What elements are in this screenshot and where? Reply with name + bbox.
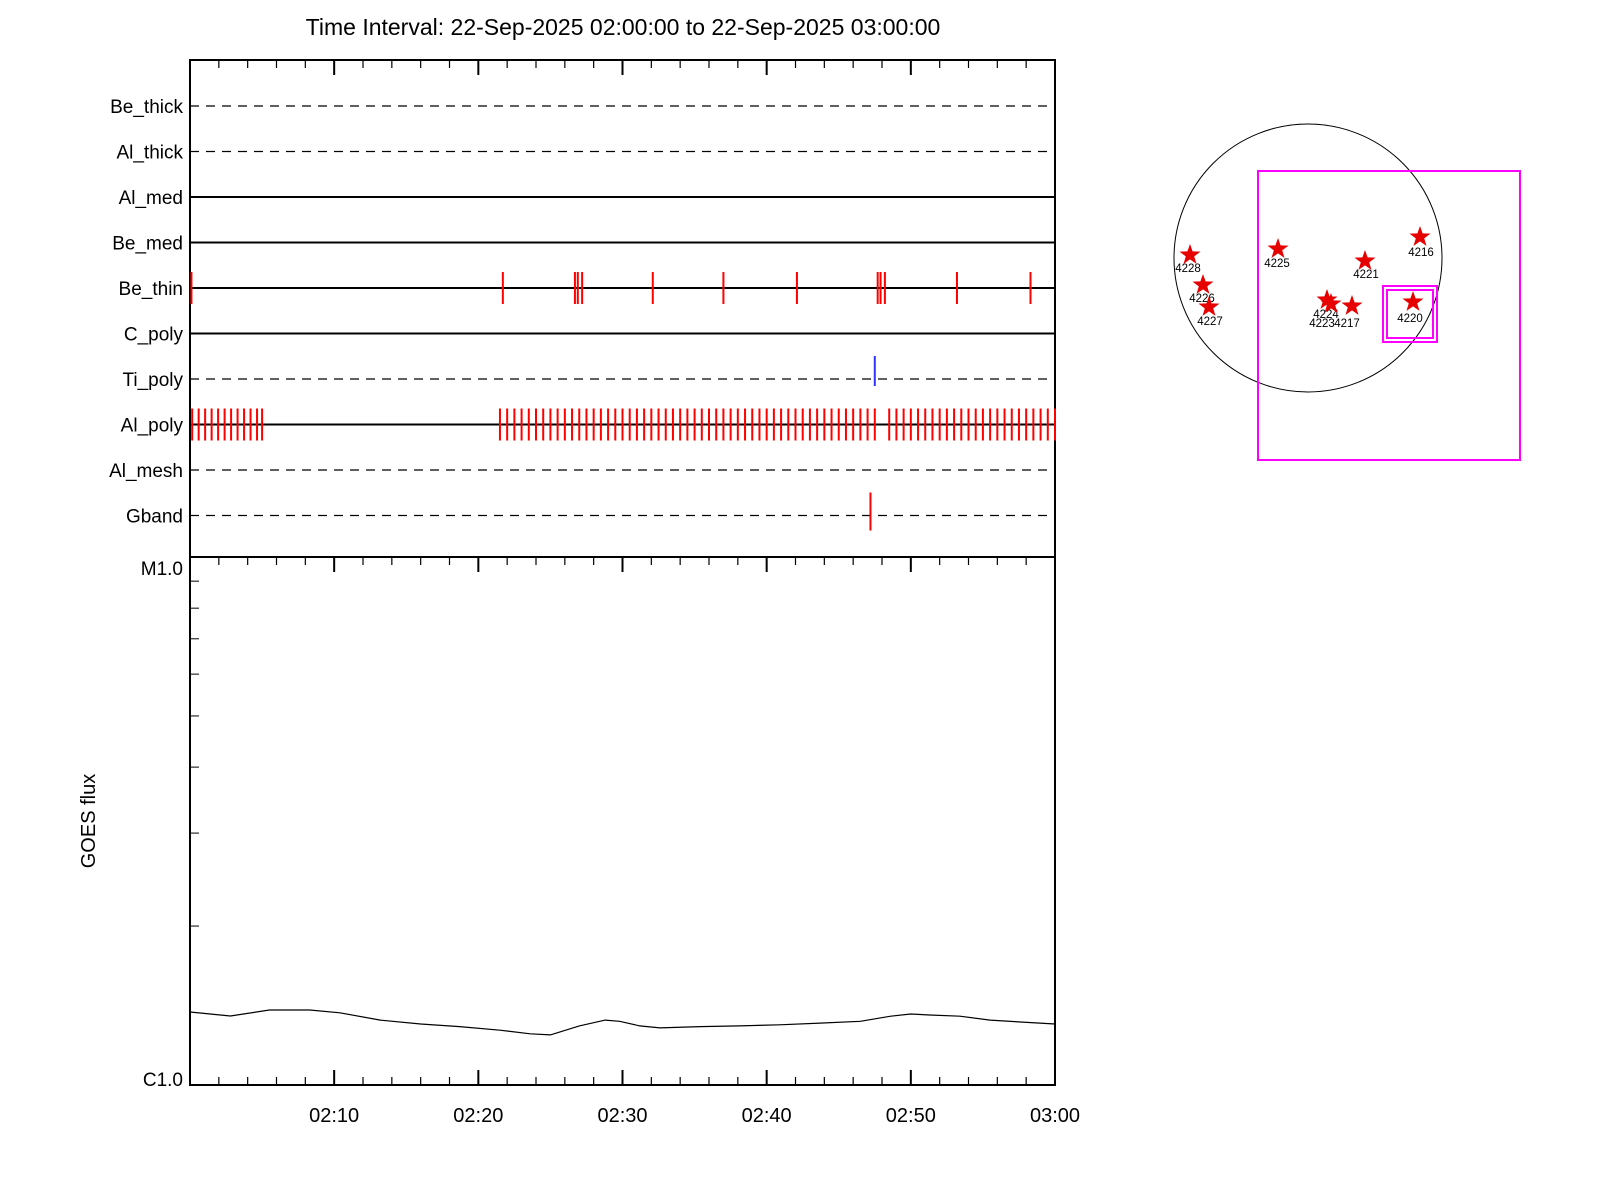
solar-limb	[1173, 123, 1443, 393]
active-region-star	[1267, 238, 1289, 258]
active-region-star	[1192, 274, 1214, 294]
active-region-star	[1179, 244, 1201, 264]
active-region-star	[1402, 291, 1424, 311]
filter-row-label: Al_mesh	[109, 461, 183, 482]
fov-box	[1257, 170, 1521, 461]
filter-row-label: Gband	[126, 507, 183, 528]
active-region-label: 4227	[1197, 316, 1223, 328]
goes-xtick-label: 02:20	[453, 1105, 503, 1127]
active-region-label: 4223	[1309, 318, 1335, 330]
goes-panel-border	[189, 556, 1056, 1086]
active-region-label: 4228	[1175, 263, 1201, 275]
active-region-label: 4225	[1264, 258, 1290, 270]
goes-flux-curve	[189, 1009, 1056, 1036]
active-region-star	[1354, 250, 1376, 270]
active-region-star	[1320, 293, 1342, 313]
filter-row-label: Be_med	[112, 234, 183, 255]
active-region-star	[1341, 295, 1363, 315]
goes-xtick-label: 02:10	[309, 1105, 359, 1127]
filter-panel-border	[189, 59, 1056, 558]
goes-xtick-label: 02:30	[597, 1105, 647, 1127]
goes-xtick-label: 03:00	[1030, 1105, 1080, 1127]
filter-row-label: C_poly	[124, 325, 184, 346]
goes-xtick-label: 02:50	[886, 1105, 936, 1127]
active-region-label: 4220	[1397, 313, 1423, 325]
fov-box	[1386, 289, 1434, 339]
goes-ylabel: GOES flux	[78, 774, 100, 868]
filter-row-label: Ti_poly	[122, 370, 183, 391]
filter-row-label: Al_poly	[121, 416, 184, 437]
filter-row-label: Al_thick	[116, 143, 183, 164]
active-region-label: 4224	[1313, 309, 1339, 321]
active-region-star	[1409, 226, 1431, 246]
filter-row-label: Be_thick	[110, 97, 183, 118]
goes-ytick-bottom: C1.0	[143, 1070, 183, 1091]
fov-box	[1382, 285, 1438, 343]
active-region-label: 4221	[1353, 269, 1379, 281]
active-region-label: 4216	[1408, 247, 1434, 259]
filter-row-label: Al_med	[119, 188, 183, 209]
goes-xtick-label: 02:40	[742, 1105, 792, 1127]
active-region-star	[1198, 296, 1220, 316]
filter-row-label: Be_thin	[119, 279, 183, 300]
active-region-label: 4217	[1334, 318, 1360, 330]
goes-ytick-top: M1.0	[141, 559, 183, 580]
active-region-star	[1316, 289, 1338, 309]
plot-title: Time Interval: 22-Sep-2025 02:00:00 to 2…	[305, 14, 941, 40]
